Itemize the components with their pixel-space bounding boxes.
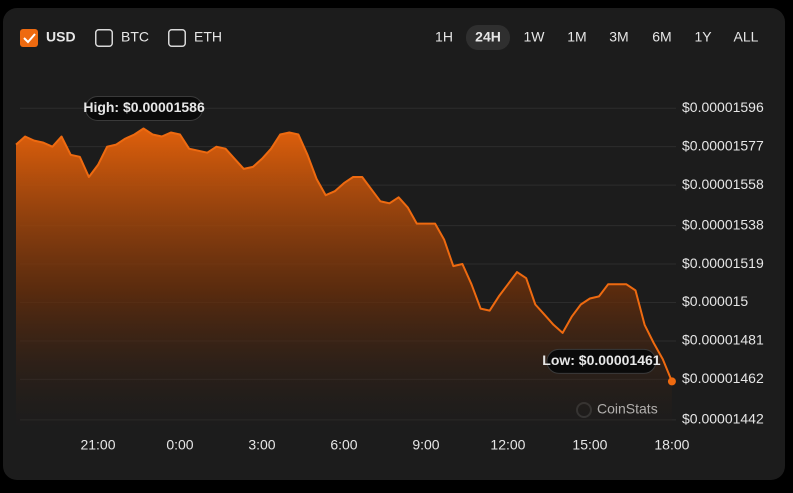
checkbox[interactable] — [20, 29, 38, 47]
y-tick-label: $0.00001577 — [682, 137, 764, 153]
y-tick-label: $0.00001558 — [682, 176, 764, 192]
range-button[interactable]: 3M — [609, 29, 628, 45]
x-tick-label: 9:00 — [412, 437, 439, 453]
x-tick-label: 21:00 — [80, 437, 115, 453]
y-tick-label: $0.000015 — [682, 293, 748, 309]
range-button[interactable]: 1H — [435, 29, 453, 45]
x-tick-label: 3:00 — [248, 437, 275, 453]
y-tick-label: $0.00001462 — [682, 370, 764, 386]
y-tick-label: $0.00001596 — [682, 99, 764, 115]
checkbox[interactable] — [168, 29, 186, 47]
x-tick-label: 15:00 — [572, 437, 607, 453]
range-button[interactable]: 6M — [652, 29, 671, 45]
x-tick-label: 6:00 — [330, 437, 357, 453]
range-button[interactable]: ALL — [734, 29, 759, 45]
x-tick-label: 12:00 — [490, 437, 525, 453]
checkbox[interactable] — [95, 29, 113, 47]
checkbox-label: BTC — [121, 29, 149, 45]
x-tick-label: 18:00 — [654, 437, 689, 453]
y-tick-label: $0.00001481 — [682, 332, 764, 348]
high-badge — [85, 95, 204, 121]
range-button[interactable]: 1M — [567, 29, 586, 45]
range-button[interactable]: 24H — [475, 29, 501, 45]
low-label: Low: $0.00001461 — [542, 352, 661, 368]
low-badge — [546, 348, 657, 374]
checkbox-label: ETH — [194, 29, 222, 45]
x-tick-label: 0:00 — [166, 437, 193, 453]
area-fill — [16, 128, 672, 430]
y-tick-label: $0.00001538 — [682, 216, 764, 232]
range-button-active[interactable] — [466, 25, 510, 50]
y-tick-label: $0.00001442 — [682, 411, 764, 427]
range-button[interactable]: 1W — [524, 29, 546, 45]
range-button[interactable]: 1Y — [694, 29, 712, 45]
checkbox-label: USD — [46, 29, 76, 45]
high-label: High: $0.00001586 — [83, 99, 205, 115]
check-mark — [23, 33, 36, 44]
price-line — [15, 127, 673, 382]
low-marker — [667, 377, 676, 386]
y-tick-label: $0.00001519 — [682, 255, 764, 271]
